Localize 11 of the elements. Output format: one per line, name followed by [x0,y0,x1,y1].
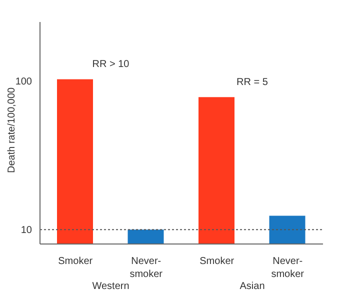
text: Western [92,281,130,292]
annotation: RR > 10 [92,59,130,70]
y-tick-label: 100 [15,76,32,88]
x-tick-label: Never-smoker [130,256,164,280]
x-tick-label: Smoker [200,256,235,267]
annotation: RR = 5 [236,77,268,88]
text: Asian [240,281,265,292]
y-axis-title: Death rate/100,000 [6,86,18,173]
y-tick-label: 10 [20,225,32,236]
x-tick-label: Never-smoker [271,256,305,280]
x-tick-label: Smoker [58,256,94,267]
